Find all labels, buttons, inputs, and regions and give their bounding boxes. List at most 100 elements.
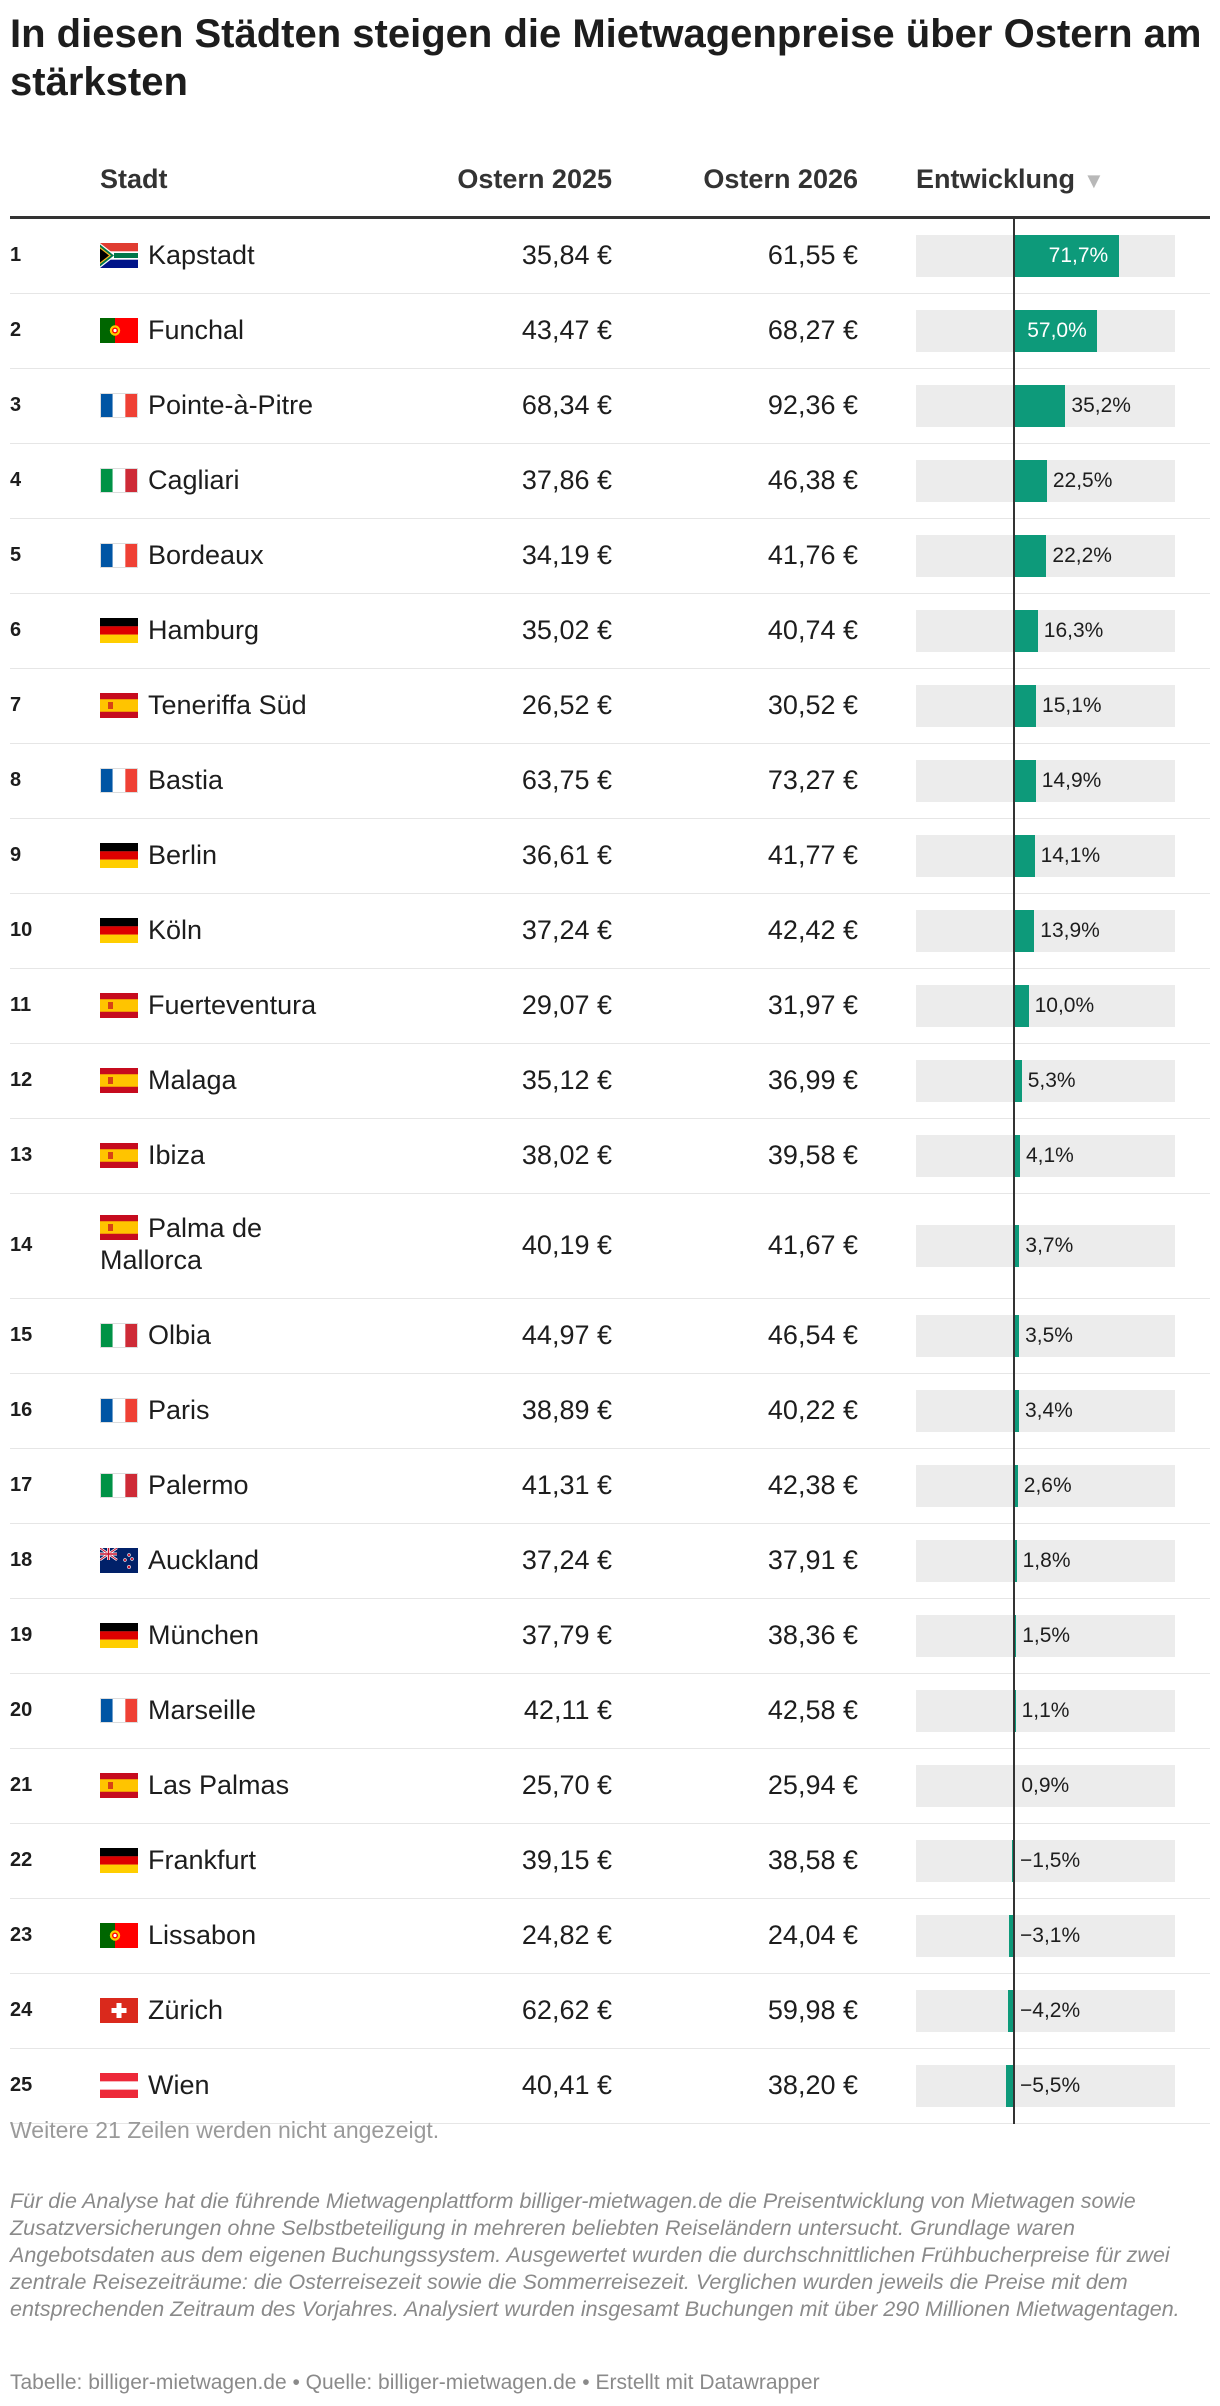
change-bar-track bbox=[916, 2065, 1175, 2107]
row-rank: 7 bbox=[10, 694, 22, 716]
price-easter-2026: 25,94 € bbox=[767, 1770, 858, 1800]
change-bar bbox=[1011, 1840, 1014, 1882]
city-name: Hamburg bbox=[148, 615, 260, 645]
price-easter-2025: 39,15 € bbox=[521, 1845, 612, 1875]
change-bar-track bbox=[916, 985, 1175, 1027]
flag-fr-icon bbox=[100, 768, 138, 793]
row-rank: 14 bbox=[10, 1234, 33, 1256]
change-bar-track bbox=[916, 1615, 1175, 1657]
flag-pt-icon bbox=[100, 1923, 138, 1948]
header-divider bbox=[10, 216, 1210, 219]
table-row: 9 Berlin 36,61 € 41,77 € 14,1% bbox=[10, 819, 1210, 894]
table-row: 20 Marseille 42,11 € 42,58 € 1,1% bbox=[10, 1674, 1210, 1749]
price-easter-2025: 37,79 € bbox=[521, 1620, 612, 1650]
change-bar-label: 14,1% bbox=[1040, 844, 1101, 867]
price-easter-2025: 37,24 € bbox=[521, 1545, 612, 1575]
change-bar-label: 22,5% bbox=[1052, 469, 1113, 492]
row-rank: 8 bbox=[10, 769, 22, 791]
column-header-easter-2026[interactable]: Ostern 2026 bbox=[703, 164, 858, 194]
price-easter-2025: 35,12 € bbox=[521, 1065, 612, 1095]
city-name: Bordeaux bbox=[148, 540, 264, 570]
flag-es-icon bbox=[100, 993, 138, 1018]
price-easter-2026: 68,27 € bbox=[767, 315, 858, 345]
price-easter-2025: 38,89 € bbox=[521, 1395, 612, 1425]
price-easter-2026: 73,27 € bbox=[767, 765, 858, 795]
city-name: Fuerteventura bbox=[148, 990, 317, 1020]
table-row: 12 Malaga 35,12 € 36,99 € 5,3% bbox=[10, 1044, 1210, 1119]
table-row: 6 Hamburg 35,02 € 40,74 € 16,3% bbox=[10, 594, 1210, 669]
zero-axis-line bbox=[1013, 219, 1015, 2124]
price-easter-2026: 42,42 € bbox=[767, 915, 858, 945]
change-bar-track bbox=[916, 610, 1175, 652]
table-row: 25 Wien 40,41 € 38,20 € −5,5% bbox=[10, 2049, 1210, 2124]
change-bar bbox=[1014, 910, 1035, 952]
table-row: 13 Ibiza 38,02 € 39,58 € 4,1% bbox=[10, 1119, 1210, 1194]
flag-de-icon bbox=[100, 1623, 138, 1648]
change-bar-label: −4,2% bbox=[1020, 1999, 1081, 2022]
price-easter-2025: 43,47 € bbox=[521, 315, 612, 345]
flag-es-icon bbox=[100, 1773, 138, 1798]
change-bar bbox=[1014, 1615, 1017, 1657]
city-name: Malaga bbox=[148, 1065, 237, 1095]
table-row: 18 Auckland 37,24 € 37,91 € 1,8% bbox=[10, 1524, 1210, 1599]
change-bar-label: 13,9% bbox=[1040, 919, 1100, 942]
price-easter-2025: 40,41 € bbox=[521, 2070, 612, 2100]
table-row: 15 Olbia 44,97 € 46,54 € 3,5% bbox=[10, 1299, 1210, 1374]
row-rank: 23 bbox=[10, 1924, 33, 1946]
change-bar bbox=[1014, 1390, 1019, 1432]
hidden-rows-note: Weitere 21 Zeilen werden nicht angezeigt… bbox=[10, 2117, 440, 2143]
row-rank: 6 bbox=[10, 619, 22, 641]
price-easter-2025: 24,82 € bbox=[521, 1920, 612, 1950]
column-header-city[interactable]: Stadt bbox=[100, 164, 168, 194]
city-name: Cagliari bbox=[148, 465, 240, 495]
change-bar-track bbox=[916, 1915, 1175, 1957]
change-bar-label: 4,1% bbox=[1025, 1144, 1074, 1167]
row-rank: 16 bbox=[10, 1399, 33, 1421]
table-row: 5 Bordeaux 34,19 € 41,76 € 22,2% bbox=[10, 519, 1210, 594]
city-name: Kapstadt bbox=[148, 240, 255, 270]
price-easter-2025: 29,07 € bbox=[521, 990, 612, 1020]
column-header-change-label: Entwicklung bbox=[916, 164, 1076, 194]
price-easter-2025: 34,19 € bbox=[521, 540, 612, 570]
row-rank: 25 bbox=[10, 2074, 33, 2096]
change-bar-label: 1,5% bbox=[1022, 1624, 1071, 1647]
change-bar-track bbox=[916, 1690, 1175, 1732]
change-bar-track bbox=[916, 685, 1175, 727]
price-easter-2026: 92,36 € bbox=[767, 390, 858, 420]
methodology-notes: Für die Analyse hat die führende Mietwag… bbox=[10, 2189, 1180, 2321]
city-name: Marseille bbox=[148, 1695, 257, 1725]
price-easter-2026: 38,36 € bbox=[767, 1620, 858, 1650]
column-header-easter-2025[interactable]: Ostern 2025 bbox=[457, 164, 612, 194]
change-bar bbox=[1014, 535, 1047, 577]
table-row: 7 Teneriffa Süd 26,52 € 30,52 € 15,1% bbox=[10, 669, 1210, 744]
change-bar-label: 35,2% bbox=[1071, 394, 1131, 417]
price-easter-2026: 40,74 € bbox=[767, 615, 858, 645]
table-header: Stadt Ostern 2025 Ostern 2026 Entwicklun… bbox=[10, 150, 1210, 218]
change-bar bbox=[1014, 460, 1047, 502]
price-easter-2026: 38,58 € bbox=[767, 1845, 858, 1875]
change-bar bbox=[1014, 1135, 1020, 1177]
flag-de-icon bbox=[100, 1848, 138, 1873]
price-easter-2025: 62,62 € bbox=[521, 1995, 612, 2025]
change-bar bbox=[1014, 760, 1036, 802]
flag-de-icon bbox=[100, 918, 138, 943]
change-bar-track bbox=[916, 1060, 1175, 1102]
price-easter-2026: 31,97 € bbox=[767, 990, 858, 1020]
price-easter-2026: 38,20 € bbox=[767, 2070, 858, 2100]
table-row: 1 Kapstadt 35,84 € 61,55 € 71,7% bbox=[10, 219, 1210, 294]
row-rank: 9 bbox=[10, 844, 22, 866]
table-row: 4 Cagliari 37,86 € 46,38 € 22,5% bbox=[10, 444, 1210, 519]
change-bar-track bbox=[916, 1540, 1175, 1582]
table-row: 10 Köln 37,24 € 42,42 € 13,9% bbox=[10, 894, 1210, 969]
change-bar bbox=[1007, 1990, 1014, 2032]
price-easter-2025: 38,02 € bbox=[521, 1140, 612, 1170]
sort-descending-icon[interactable]: ▼ bbox=[1083, 168, 1105, 193]
city-name: Wien bbox=[148, 2070, 210, 2100]
city-name: Pointe-à-Pitre bbox=[148, 390, 314, 420]
flag-es-icon bbox=[100, 693, 138, 718]
column-header-change[interactable]: Entwicklung ▼ bbox=[916, 164, 1105, 195]
city-name: Lissabon bbox=[148, 1920, 257, 1950]
city-name: Olbia bbox=[148, 1320, 212, 1350]
city-name: Frankfurt bbox=[148, 1845, 257, 1875]
price-easter-2025: 35,84 € bbox=[521, 240, 612, 270]
